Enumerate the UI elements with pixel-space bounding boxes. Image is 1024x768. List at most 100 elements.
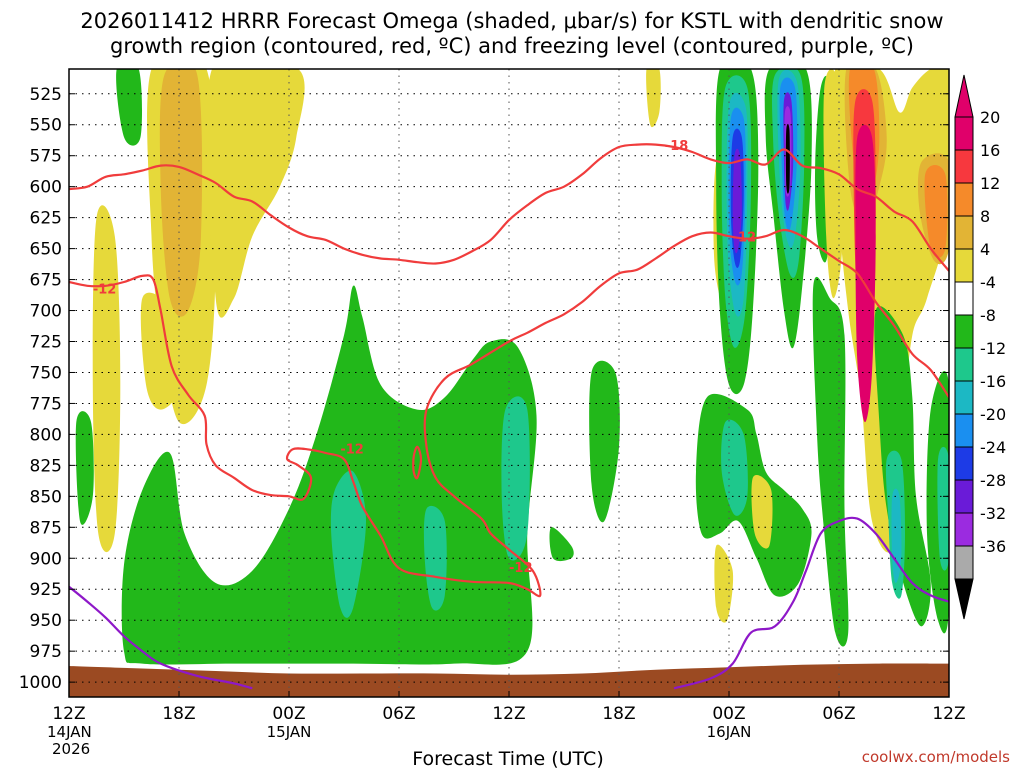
omega-region-13	[646, 69, 661, 128]
colorbar-top-arrow	[954, 74, 974, 118]
colorbar-label-6: -8	[980, 306, 996, 325]
omega-region-4	[140, 292, 180, 410]
colorbar-label-7: -12	[980, 339, 1006, 358]
x-tick-date-2: 15JAN	[267, 723, 312, 741]
colorbar-label-11: -28	[980, 471, 1006, 490]
omega-region-41	[924, 165, 948, 258]
x-tick-label-5: 18Z	[602, 704, 635, 724]
x-tick-label-6: 00Z	[712, 704, 745, 724]
colorbar-label-0: 20	[980, 108, 1000, 127]
y-tick-label-1000: 1000	[19, 673, 62, 693]
x-tick-label-1: 18Z	[162, 704, 195, 724]
colorbar-label-8: -16	[980, 372, 1006, 391]
x-tick-label-2: 00Z	[272, 704, 305, 724]
omega-shading	[75, 69, 949, 665]
omega-region-31	[785, 123, 790, 194]
y-tick-label-750: 750	[30, 363, 62, 383]
y-tick-label-900: 900	[30, 549, 62, 569]
y-axis: 525 550 575 600 625 650 675 700 725 750 775 800 825 8…	[19, 85, 949, 693]
colorbar-swatch-6	[954, 314, 974, 349]
x-tick-year-0: 2026	[52, 740, 90, 758]
colorbar-swatch-0	[954, 116, 974, 151]
colorbar-swatch-2	[954, 182, 974, 217]
chart-title-line2: growth region (contoured, red, ºC) and f…	[110, 34, 914, 58]
colorbar-label-2: 12	[980, 174, 1000, 193]
omega-region-3	[92, 205, 121, 553]
omega-region-9	[423, 505, 447, 611]
colorbar-swatch-11	[954, 479, 974, 514]
y-tick-label-600: 600	[30, 178, 62, 198]
omega-region-12	[549, 527, 574, 562]
y-tick-label-950: 950	[30, 611, 62, 631]
omega-region-39	[855, 124, 876, 423]
dgz-label-1: -12	[93, 282, 117, 297]
omega-region-6	[75, 411, 94, 525]
x-tick-label-4: 12Z	[492, 704, 525, 724]
colorbar: 20 16 12 8 4 -4 -8 -12 -16 -20 -24 -28 -32 -36	[954, 74, 1006, 620]
omega-region-46	[937, 446, 949, 571]
dgz-contour-small	[412, 445, 423, 480]
omega-region-1	[159, 69, 203, 317]
y-tick-label-625: 625	[30, 209, 62, 229]
colorbar-swatch-9	[954, 413, 974, 448]
y-tick-label-875: 875	[30, 518, 62, 538]
y-tick-label-675: 675	[30, 271, 62, 291]
y-tick-label-725: 725	[30, 333, 62, 353]
colorbar-label-1: 16	[980, 141, 1000, 160]
omega-region-24	[732, 148, 742, 254]
x-tick-date-6: 16JAN	[707, 723, 752, 741]
omega-region-16	[714, 544, 734, 623]
omega-region-10	[501, 396, 530, 561]
y-tick-label-800: 800	[30, 425, 62, 445]
colorbar-label-9: -20	[980, 405, 1006, 424]
y-tick-label-975: 975	[30, 642, 62, 662]
omega-region-42	[874, 306, 931, 627]
y-tick-label-775: 775	[30, 394, 62, 414]
y-tick-label-925: 925	[30, 580, 62, 600]
freezing-level-line-1	[673, 516, 949, 690]
colorbar-bottom-arrow	[954, 578, 974, 620]
omega-region-35	[823, 69, 843, 299]
y-tick-label-550: 550	[30, 116, 62, 136]
chart-title-line1: 2026011412 HRRR Forecast Omega (shaded, …	[80, 9, 943, 33]
colorbar-swatch-12	[954, 512, 974, 547]
y-tick-label-825: 825	[30, 456, 62, 476]
colorbar-label-10: -24	[980, 438, 1006, 457]
omega-region-17	[751, 475, 773, 549]
colorbar-swatch-13	[954, 545, 974, 580]
dgz-contour-1	[69, 228, 949, 598]
y-tick-label-700: 700	[30, 302, 62, 322]
freezing-level-line-0	[69, 585, 253, 690]
dgz-extra-label-1: -12	[509, 561, 533, 576]
x-tick-label-8: 12Z	[932, 704, 965, 724]
colorbar-swatch-7	[954, 347, 974, 382]
colorbar-swatch-10	[954, 446, 974, 481]
dgz-contours: -18 -12 -12 -12 -12	[69, 139, 949, 598]
x-axis-label: Forecast Time (UTC)	[412, 748, 603, 768]
dgz-extra-label-2: -12	[733, 230, 757, 245]
y-tick-label-525: 525	[30, 85, 62, 105]
colorbar-swatch-4	[954, 248, 974, 283]
y-tick-label-850: 850	[30, 487, 62, 507]
colorbar-swatch-5	[954, 281, 974, 316]
y-tick-label-575: 575	[30, 147, 62, 167]
omega-region-44	[891, 488, 902, 583]
omega-region-33	[812, 276, 849, 647]
colorbar-label-13: -36	[980, 537, 1006, 556]
x-tick-label-7: 06Z	[822, 704, 855, 724]
y-tick-label-650: 650	[30, 240, 62, 260]
dgz-extra-label-0: -12	[340, 442, 364, 457]
freezing-level-contours	[69, 516, 949, 690]
colorbar-label-12: -32	[980, 504, 1006, 523]
colorbar-swatch-1	[954, 149, 974, 184]
colorbar-swatch-3	[954, 215, 974, 250]
omega-region-15	[721, 419, 748, 516]
credit-text: coolwx.com/models	[862, 748, 1010, 766]
colorbar-label-3: 8	[980, 207, 990, 226]
omega-region-2	[206, 69, 305, 318]
dgz-label-0: -18	[665, 139, 689, 154]
omega-region-8	[330, 470, 366, 618]
dgz-contour-0	[69, 143, 949, 272]
